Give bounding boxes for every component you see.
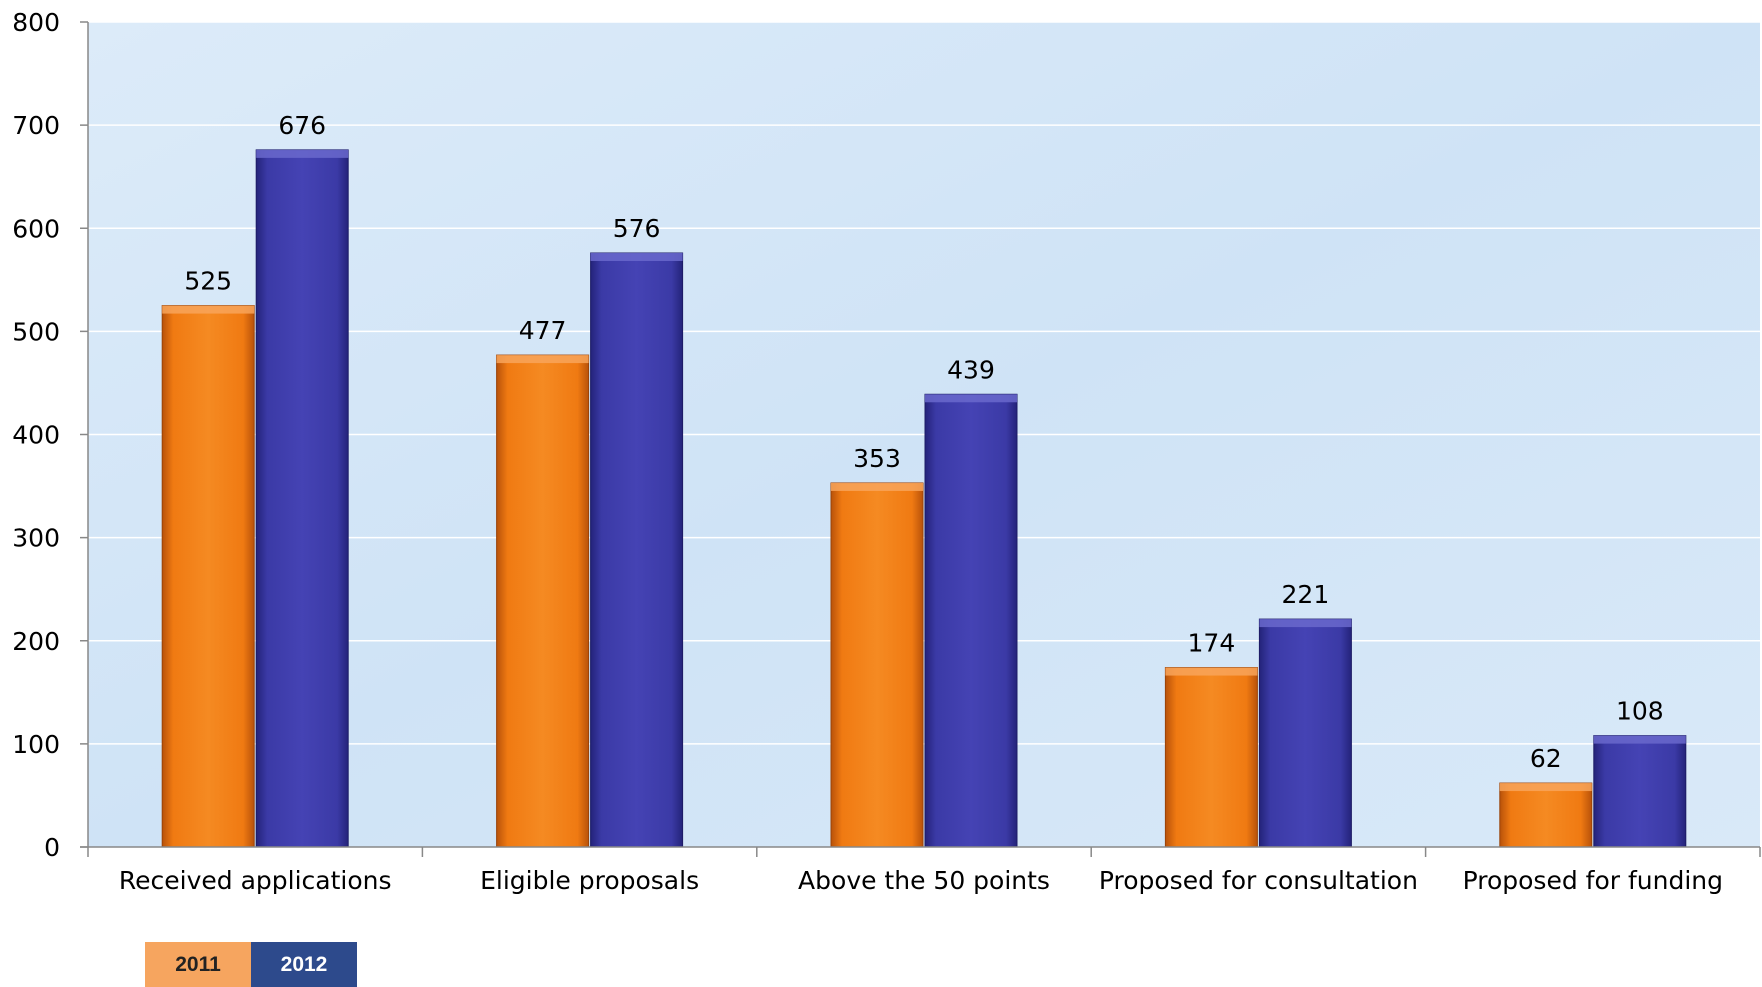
legend-item-2011: 2011 [145,942,251,987]
axes [80,21,1761,857]
x-category-label: Above the 50 points [798,866,1050,895]
data-label-2012-0: 676 [278,111,326,140]
bar-2011-2 [830,482,924,848]
bar-top-bevel [256,149,349,158]
data-label-2011-2: 353 [853,444,901,473]
data-label-2012-2: 439 [947,355,995,384]
bar-2012-4 [1593,735,1687,848]
x-category-label: Proposed for consultation [1099,866,1418,895]
x-category-label: Proposed for funding [1463,866,1723,895]
bar-2011-4 [1499,782,1593,848]
y-tick-label: 800 [12,8,60,37]
bar-top-bevel [831,482,923,491]
y-tick-label: 0 [44,833,60,862]
bar-2011-0 [161,305,255,848]
y-tick-label: 400 [12,421,60,450]
bar-top-bevel [162,305,255,314]
data-label-2011-1: 477 [519,316,567,345]
legend-item-2012: 2012 [251,942,357,987]
legend: 2011 2012 [145,942,357,987]
data-label-2012-4: 108 [1616,697,1664,726]
y-tick-label: 500 [12,317,60,346]
bar-top-bevel [925,394,1017,403]
bar-top-bevel [1165,667,1258,676]
bar-2011-3 [1164,667,1258,848]
bar-2012-2 [924,393,1018,848]
x-category-label: Eligible proposals [480,866,699,895]
bar-top-bevel [496,355,589,364]
y-tick-label: 700 [12,111,60,140]
bar-2012-0 [255,149,349,848]
data-label-2012-1: 576 [613,214,661,243]
bar-top-bevel [1499,783,1592,792]
bar-top-bevel [1259,619,1352,628]
bars [161,149,1687,848]
x-category-label: Received applications [119,866,392,895]
bar-top-bevel [590,253,683,261]
gridlines [88,21,1760,745]
bar-2012-3 [1258,618,1352,848]
bar-2012-1 [590,252,684,848]
y-tick-label: 200 [12,627,60,656]
data-label-2011-3: 174 [1188,629,1236,658]
y-tick-label: 600 [12,214,60,243]
bar-top-bevel [1593,735,1686,744]
y-tick-label: 300 [12,524,60,553]
data-label-2011-0: 525 [184,267,232,296]
data-label-2012-3: 221 [1282,580,1330,609]
labels: 0 100 200 300 400 500 600 700 800 525 676 Received … [12,8,1723,895]
data-label-2011-4: 62 [1530,744,1562,773]
bar-2011-1 [496,354,590,848]
y-tick-label: 100 [12,730,60,759]
